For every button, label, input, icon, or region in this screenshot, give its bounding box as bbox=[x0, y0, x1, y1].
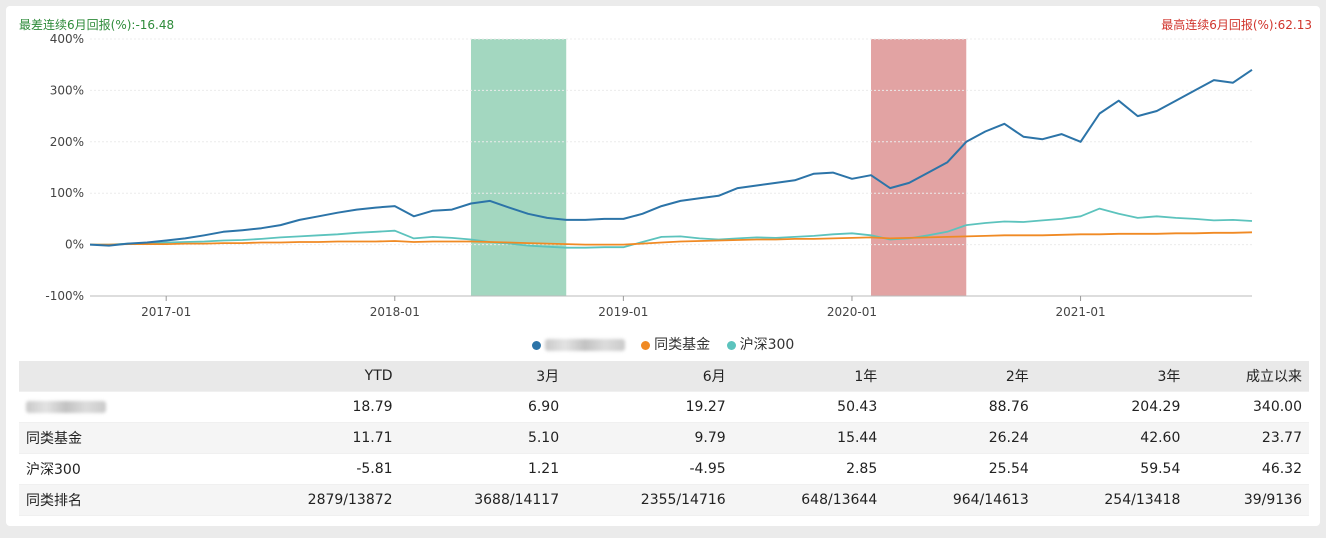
legend-label-fund-blurred bbox=[544, 339, 625, 351]
table-cell: 2355/14716 bbox=[566, 484, 733, 516]
legend-label-index: 沪深300 bbox=[739, 337, 795, 353]
x-tick-label: 2018-01 bbox=[370, 305, 420, 319]
legend-item-fund[interactable] bbox=[531, 337, 625, 353]
table-cell: 11.71 bbox=[233, 422, 400, 454]
y-tick-label: -100% bbox=[45, 289, 84, 303]
table-cell: 340.00 bbox=[1187, 391, 1309, 423]
worst-6m-return-note: 最差连续6月回报(%):-16.48 bbox=[19, 18, 175, 32]
table-header-cell: YTD bbox=[233, 361, 400, 392]
table-header-cell bbox=[19, 361, 233, 392]
table-cell: 2.85 bbox=[732, 453, 885, 485]
table-cell: 25.54 bbox=[884, 453, 1036, 485]
best-period-band bbox=[871, 39, 967, 296]
table-cell: 254/13418 bbox=[1035, 484, 1188, 516]
legend-label-peer: 同类基金 bbox=[654, 337, 711, 353]
table-header-cell: 3月 bbox=[399, 361, 567, 392]
table-cell: 26.24 bbox=[884, 422, 1036, 454]
table-cell: -4.95 bbox=[566, 453, 733, 485]
table-cell: 964/14613 bbox=[884, 484, 1036, 516]
row-label: 同类排名 bbox=[19, 484, 233, 516]
row-label: 沪深300 bbox=[19, 453, 233, 485]
table-cell: 3688/14117 bbox=[399, 484, 567, 516]
table-cell: 2879/13872 bbox=[233, 484, 400, 516]
table-header-cell: 6月 bbox=[566, 361, 733, 392]
table-header-cell: 1年 bbox=[732, 361, 885, 392]
legend-item-index[interactable]: 沪深300 bbox=[726, 334, 795, 354]
x-tick-label: 2017-01 bbox=[141, 305, 191, 319]
legend-dot-index bbox=[726, 340, 736, 350]
table-cell: 5.10 bbox=[399, 422, 567, 454]
table-header-row: YTD 3月 6月 1年 2年 3年 成立以来 bbox=[19, 361, 1309, 392]
series-line-fund bbox=[89, 68, 1253, 247]
series-line-index bbox=[90, 207, 1253, 249]
row-label-fund-blurred bbox=[19, 391, 233, 423]
chart-legend: 同类基金 沪深300 bbox=[6, 334, 1320, 354]
series-line-peer bbox=[90, 231, 1253, 246]
table-cell: 50.43 bbox=[732, 391, 885, 423]
table-cell: 204.29 bbox=[1035, 391, 1188, 423]
x-tick-label: 2021-01 bbox=[1055, 305, 1105, 319]
legend-dot-fund bbox=[531, 340, 541, 350]
line-chart: -100% 0% 100% 200% 300% 400% 2017-01 2018-01 201… bbox=[45, 32, 1253, 319]
table-cell: 9.79 bbox=[566, 422, 733, 454]
table-cell: 15.44 bbox=[732, 422, 885, 454]
y-tick-label: 100% bbox=[50, 186, 84, 200]
legend-dot-peer bbox=[641, 340, 651, 350]
table-cell: 1.21 bbox=[399, 453, 567, 485]
table-cell: 6.90 bbox=[399, 391, 567, 423]
y-tick-label: 0% bbox=[65, 238, 84, 252]
table-cell: 59.54 bbox=[1035, 453, 1188, 485]
table-cell: 648/13644 bbox=[732, 484, 885, 516]
table-cell: 46.32 bbox=[1187, 453, 1309, 485]
table-cell: 19.27 bbox=[566, 391, 733, 423]
returns-table: YTD 3月 6月 1年 2年 3年 成立以来 18.79 6.90 19.27… bbox=[19, 361, 1309, 516]
table-row: 同类基金 11.71 5.10 9.79 15.44 26.24 42.60 2… bbox=[19, 422, 1309, 454]
table-cell: 18.79 bbox=[233, 391, 400, 423]
table-cell: -5.81 bbox=[233, 453, 400, 485]
table-cell: 88.76 bbox=[884, 391, 1036, 423]
x-tick-label: 2019-01 bbox=[598, 305, 648, 319]
y-tick-label: 200% bbox=[50, 135, 84, 149]
y-tick-label: 300% bbox=[50, 83, 84, 97]
best-6m-return-note: 最高连续6月回报(%):62.13 bbox=[1161, 18, 1312, 32]
x-tick-label: 2020-01 bbox=[827, 305, 877, 319]
table-header-cell: 2年 bbox=[884, 361, 1036, 392]
y-tick-label: 400% bbox=[50, 32, 84, 46]
table-header-cell: 成立以来 bbox=[1187, 361, 1309, 392]
table-cell: 42.60 bbox=[1035, 422, 1188, 454]
table-row: 同类排名 2879/13872 3688/14117 2355/14716 64… bbox=[19, 484, 1309, 516]
table-cell: 39/9136 bbox=[1187, 484, 1309, 516]
worst-period-band bbox=[470, 39, 567, 296]
chart-panel: 最差连续6月回报(%):-16.48 最高连续6月回报(%):62.13 -10… bbox=[6, 6, 1320, 526]
table-row: 沪深300 -5.81 1.21 -4.95 2.85 25.54 59.54 … bbox=[19, 453, 1309, 485]
table-header-cell: 3年 bbox=[1035, 361, 1188, 392]
table-cell: 23.77 bbox=[1187, 422, 1309, 454]
blurred-fund-name bbox=[26, 401, 106, 413]
row-label: 同类基金 bbox=[19, 422, 233, 454]
legend-item-peer[interactable]: 同类基金 bbox=[641, 334, 710, 354]
table-row: 18.79 6.90 19.27 50.43 88.76 204.29 340.… bbox=[19, 391, 1309, 423]
